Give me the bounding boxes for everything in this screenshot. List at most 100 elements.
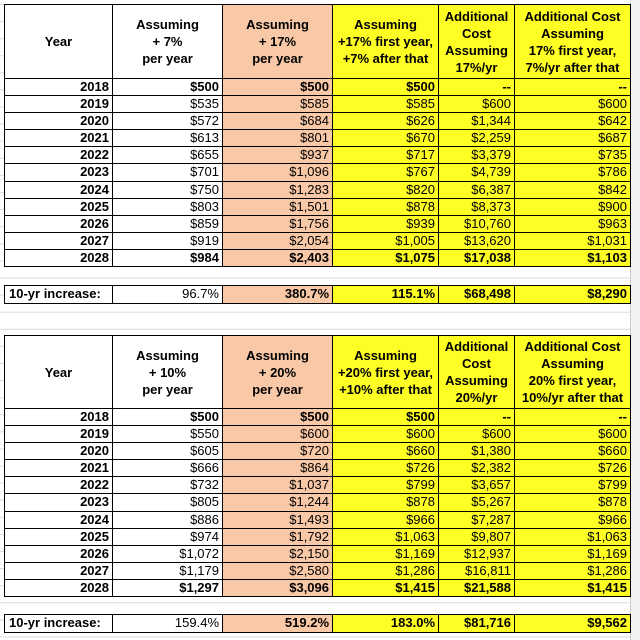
header-line: 10%/yr after that xyxy=(521,390,624,405)
year-cell: 2023 xyxy=(4,493,113,512)
value-cell: $3,096 xyxy=(222,578,333,597)
header-line: Year xyxy=(44,364,73,380)
value-cell: $535 xyxy=(112,95,223,114)
value-cell: $500 xyxy=(112,78,223,97)
header-cell: Assuming + 7% per year xyxy=(112,4,223,79)
value-cell: $919 xyxy=(112,231,223,250)
value-cell: $572 xyxy=(112,112,223,131)
value-cell: $660 xyxy=(514,442,631,461)
value-cell: $786 xyxy=(514,163,631,182)
header-cell: Additional Cost Assuming 20%/yr xyxy=(438,335,515,409)
value-cell: $600 xyxy=(514,95,631,114)
value-cell: $726 xyxy=(514,459,631,478)
value-cell: $1,286 xyxy=(514,561,631,580)
value-cell: $1,415 xyxy=(514,578,631,597)
value-cell: $963 xyxy=(514,214,631,233)
value-cell: $767 xyxy=(332,163,439,182)
summary-value: $8,290 xyxy=(514,285,631,304)
year-cell: 2021 xyxy=(4,459,113,478)
value-cell: -- xyxy=(514,408,631,427)
header-line: + 7% xyxy=(152,34,183,49)
header-line: Assuming xyxy=(445,42,508,58)
header-cell: Assuming +20% first year, +10% after that xyxy=(332,335,439,409)
value-cell: $732 xyxy=(112,476,223,495)
value-cell: $984 xyxy=(112,248,223,267)
value-cell: $2,150 xyxy=(222,544,333,563)
value-cell: $600 xyxy=(222,425,333,444)
value-cell: $6,387 xyxy=(438,180,515,199)
value-cell: $2,580 xyxy=(222,561,333,580)
value-cell: $726 xyxy=(332,459,439,478)
header-line: per year xyxy=(142,381,193,397)
year-cell: 2018 xyxy=(4,78,113,97)
value-cell: $801 xyxy=(222,129,333,148)
value-cell: $613 xyxy=(112,129,223,148)
value-cell: $1,286 xyxy=(332,561,439,580)
value-cell: $687 xyxy=(514,129,631,148)
header-cell: Assuming + 20% per year xyxy=(222,335,333,409)
value-cell: -- xyxy=(514,78,631,97)
year-cell: 2025 xyxy=(4,197,113,216)
value-cell: $660 xyxy=(332,442,439,461)
header-line: Additional Cost xyxy=(524,8,621,24)
value-cell: $886 xyxy=(112,510,223,529)
header-line: Additional xyxy=(444,8,509,24)
value-cell: $600 xyxy=(332,425,439,444)
value-cell: $720 xyxy=(222,442,333,461)
value-cell: $799 xyxy=(514,476,631,495)
value-cell: $2,054 xyxy=(222,231,333,250)
header-line: 7%/yr after that xyxy=(525,59,620,75)
year-cell: 2028 xyxy=(4,248,113,267)
value-cell: $717 xyxy=(332,146,439,165)
header-cell: Assuming + 17% per year xyxy=(222,4,333,79)
header-line: + 20% xyxy=(258,364,297,380)
year-cell: 2024 xyxy=(4,180,113,199)
value-cell: $684 xyxy=(222,112,333,131)
value-cell: $799 xyxy=(332,476,439,495)
header-line: Assuming xyxy=(541,25,604,41)
value-cell: $974 xyxy=(112,527,223,546)
header-line: Cost xyxy=(462,356,491,371)
value-cell: $966 xyxy=(332,510,439,529)
value-cell: $655 xyxy=(112,146,223,165)
year-cell: 2028 xyxy=(4,578,113,597)
header-line: Assuming xyxy=(136,347,199,363)
header-line: Assuming xyxy=(354,347,417,363)
header-line: + 10% xyxy=(148,364,187,380)
year-cell: 2023 xyxy=(4,163,113,182)
value-cell: $12,937 xyxy=(438,544,515,563)
value-cell: $1,283 xyxy=(222,180,333,199)
summary-value: 380.7% xyxy=(222,285,333,304)
value-cell: $735 xyxy=(514,146,631,165)
value-cell: $803 xyxy=(112,197,223,216)
header-line: Cost xyxy=(462,25,491,41)
value-cell: $9,807 xyxy=(438,527,515,546)
value-cell: $1,063 xyxy=(332,527,439,546)
value-cell: $1,344 xyxy=(438,112,515,131)
value-cell: $1,179 xyxy=(112,561,223,580)
year-cell: 2027 xyxy=(4,231,113,250)
year-cell: 2024 xyxy=(4,510,113,529)
value-cell: $550 xyxy=(112,425,223,444)
value-cell: $1,501 xyxy=(222,197,333,216)
header-line: +10% after that xyxy=(339,381,432,397)
value-cell: $878 xyxy=(514,493,631,512)
year-cell: 2027 xyxy=(4,561,113,580)
summary-value: 183.0% xyxy=(332,614,439,633)
value-cell: $3,657 xyxy=(438,476,515,495)
header-cell: Year xyxy=(4,4,113,79)
value-cell: $1,415 xyxy=(332,578,439,597)
value-cell: $1,103 xyxy=(514,248,631,267)
value-cell: $670 xyxy=(332,129,439,148)
header-line: Additional xyxy=(444,339,509,354)
value-cell: $937 xyxy=(222,146,333,165)
value-cell: $1,297 xyxy=(112,578,223,597)
value-cell: $500 xyxy=(112,408,223,427)
header-cell: Assuming + 10% per year xyxy=(112,335,223,409)
value-cell: $1,072 xyxy=(112,544,223,563)
summary-value: $81,716 xyxy=(438,614,515,633)
value-cell: $626 xyxy=(332,112,439,131)
summary-value: 519.2% xyxy=(222,614,333,633)
value-cell: -- xyxy=(438,78,515,97)
